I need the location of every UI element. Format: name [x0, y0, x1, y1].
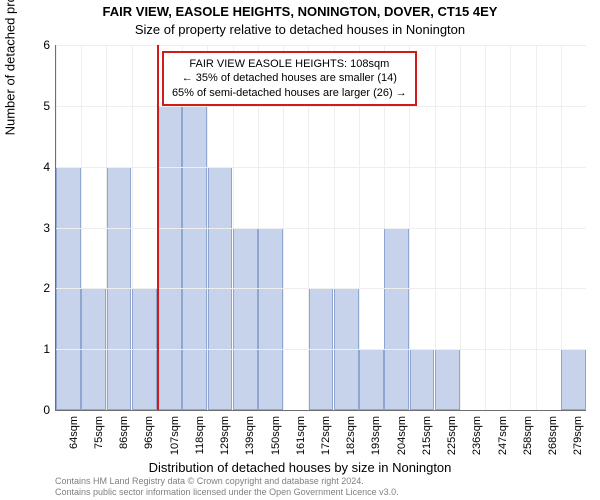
callout-line-1: FAIR VIEW EASOLE HEIGHTS: 108sqm [172, 57, 407, 71]
chart-title-2: Size of property relative to detached ho… [0, 22, 600, 37]
x-tick-label: 236sqm [471, 416, 483, 456]
gridline-h [56, 228, 586, 229]
x-tick-label: 161sqm [295, 416, 307, 456]
callout-line-3: 65% of semi-detached houses are larger (… [172, 86, 407, 100]
x-tick-label: 64sqm [68, 416, 80, 456]
bar [233, 228, 258, 411]
gridline-h [56, 167, 586, 168]
bar [258, 228, 283, 411]
y-tick-label: 0 [43, 403, 50, 417]
x-tick-label: 75sqm [93, 416, 105, 456]
y-tick-label: 1 [43, 342, 50, 356]
bar [561, 349, 586, 410]
y-tick-label: 2 [43, 281, 50, 295]
gridline-h [56, 45, 586, 46]
x-tick-label: 139sqm [244, 416, 256, 456]
x-tick-label: 247sqm [497, 416, 509, 456]
marker-line [157, 45, 159, 410]
y-tick-label: 5 [43, 99, 50, 113]
x-tick-label: 118sqm [194, 416, 206, 456]
y-axis-label: Number of detached properties [3, 0, 18, 135]
x-tick-label: 172sqm [320, 416, 332, 456]
footer-text: Contains HM Land Registry data © Crown c… [55, 476, 399, 498]
x-tick-label: 86sqm [118, 416, 130, 456]
x-tick-label: 279sqm [572, 416, 584, 456]
bar [384, 228, 409, 411]
footer-line-2: Contains public sector information licen… [55, 487, 399, 498]
x-tick-label: 150sqm [270, 416, 282, 456]
y-tick-label: 6 [43, 38, 50, 52]
bar [182, 106, 207, 410]
x-tick-label: 129sqm [219, 416, 231, 456]
y-tick-label: 4 [43, 160, 50, 174]
y-tick-label: 3 [43, 221, 50, 235]
bar [410, 349, 435, 410]
x-tick-label: 182sqm [345, 416, 357, 456]
callout-box: FAIR VIEW EASOLE HEIGHTS: 108sqm← 35% of… [162, 51, 417, 106]
x-tick-label: 268sqm [547, 416, 559, 456]
x-axis-label: Distribution of detached houses by size … [0, 460, 600, 475]
x-tick-label: 107sqm [169, 416, 181, 456]
bar [157, 106, 182, 410]
x-tick-label: 215sqm [421, 416, 433, 456]
bar [359, 349, 384, 410]
x-tick-label: 193sqm [370, 416, 382, 456]
x-tick-label: 96sqm [143, 416, 155, 456]
x-tick-label: 258sqm [522, 416, 534, 456]
x-tick-label: 225sqm [446, 416, 458, 456]
chart-title-1: FAIR VIEW, EASOLE HEIGHTS, NONINGTON, DO… [0, 4, 600, 19]
gridline-h [56, 106, 586, 107]
gridline-h [56, 349, 586, 350]
footer-line-1: Contains HM Land Registry data © Crown c… [55, 476, 399, 487]
x-tick-label: 204sqm [396, 416, 408, 456]
bar [435, 349, 460, 410]
callout-line-2: ← 35% of detached houses are smaller (14… [172, 71, 407, 85]
gridline-h [56, 288, 586, 289]
